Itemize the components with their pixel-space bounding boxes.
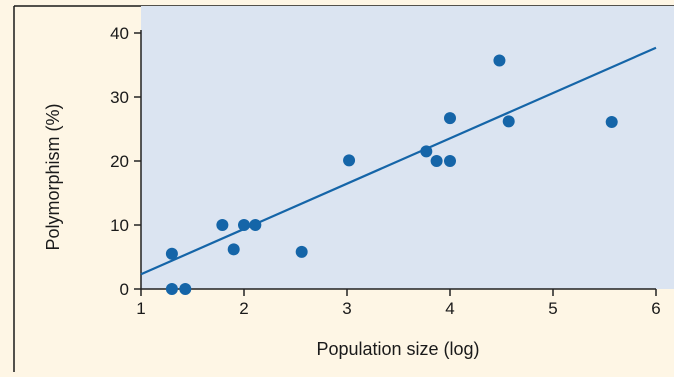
x-tick-label: 2 [239,299,248,318]
trend-line [140,46,657,276]
y-axis-title: Polymorphism (%) [43,103,63,250]
x-axis-title: Population size (log) [316,339,479,359]
plot-area [141,6,674,289]
data-point [420,145,433,158]
data-point [444,112,456,125]
data-point [165,247,178,260]
data-point [493,54,506,67]
data-point [238,219,250,231]
data-point [165,283,178,295]
trend-line-group [140,46,657,276]
x-tick-label: 1 [136,299,145,318]
axes: 1 2 3 4 5 6 0 10 20 30 40 [110,24,661,318]
data-point [605,115,618,128]
data-point [295,245,308,258]
x-tick-label: 5 [548,299,557,318]
y-tick-label: 0 [120,280,129,299]
y-tick-label: 40 [110,24,129,43]
x-tick-label: 4 [445,299,454,318]
data-point [502,115,515,128]
data-point [343,154,356,167]
data-point [227,243,240,256]
x-tick-label: 6 [651,299,660,318]
data-point [216,219,229,231]
data-point [249,219,262,231]
data-point [444,155,456,167]
y-tick-label: 10 [110,216,129,235]
data-point [179,283,192,295]
x-tick-label: 3 [342,299,351,318]
y-tick-label: 20 [110,152,129,171]
data-point [430,155,443,167]
y-tick-label: 30 [110,88,129,107]
data-points [165,54,618,295]
